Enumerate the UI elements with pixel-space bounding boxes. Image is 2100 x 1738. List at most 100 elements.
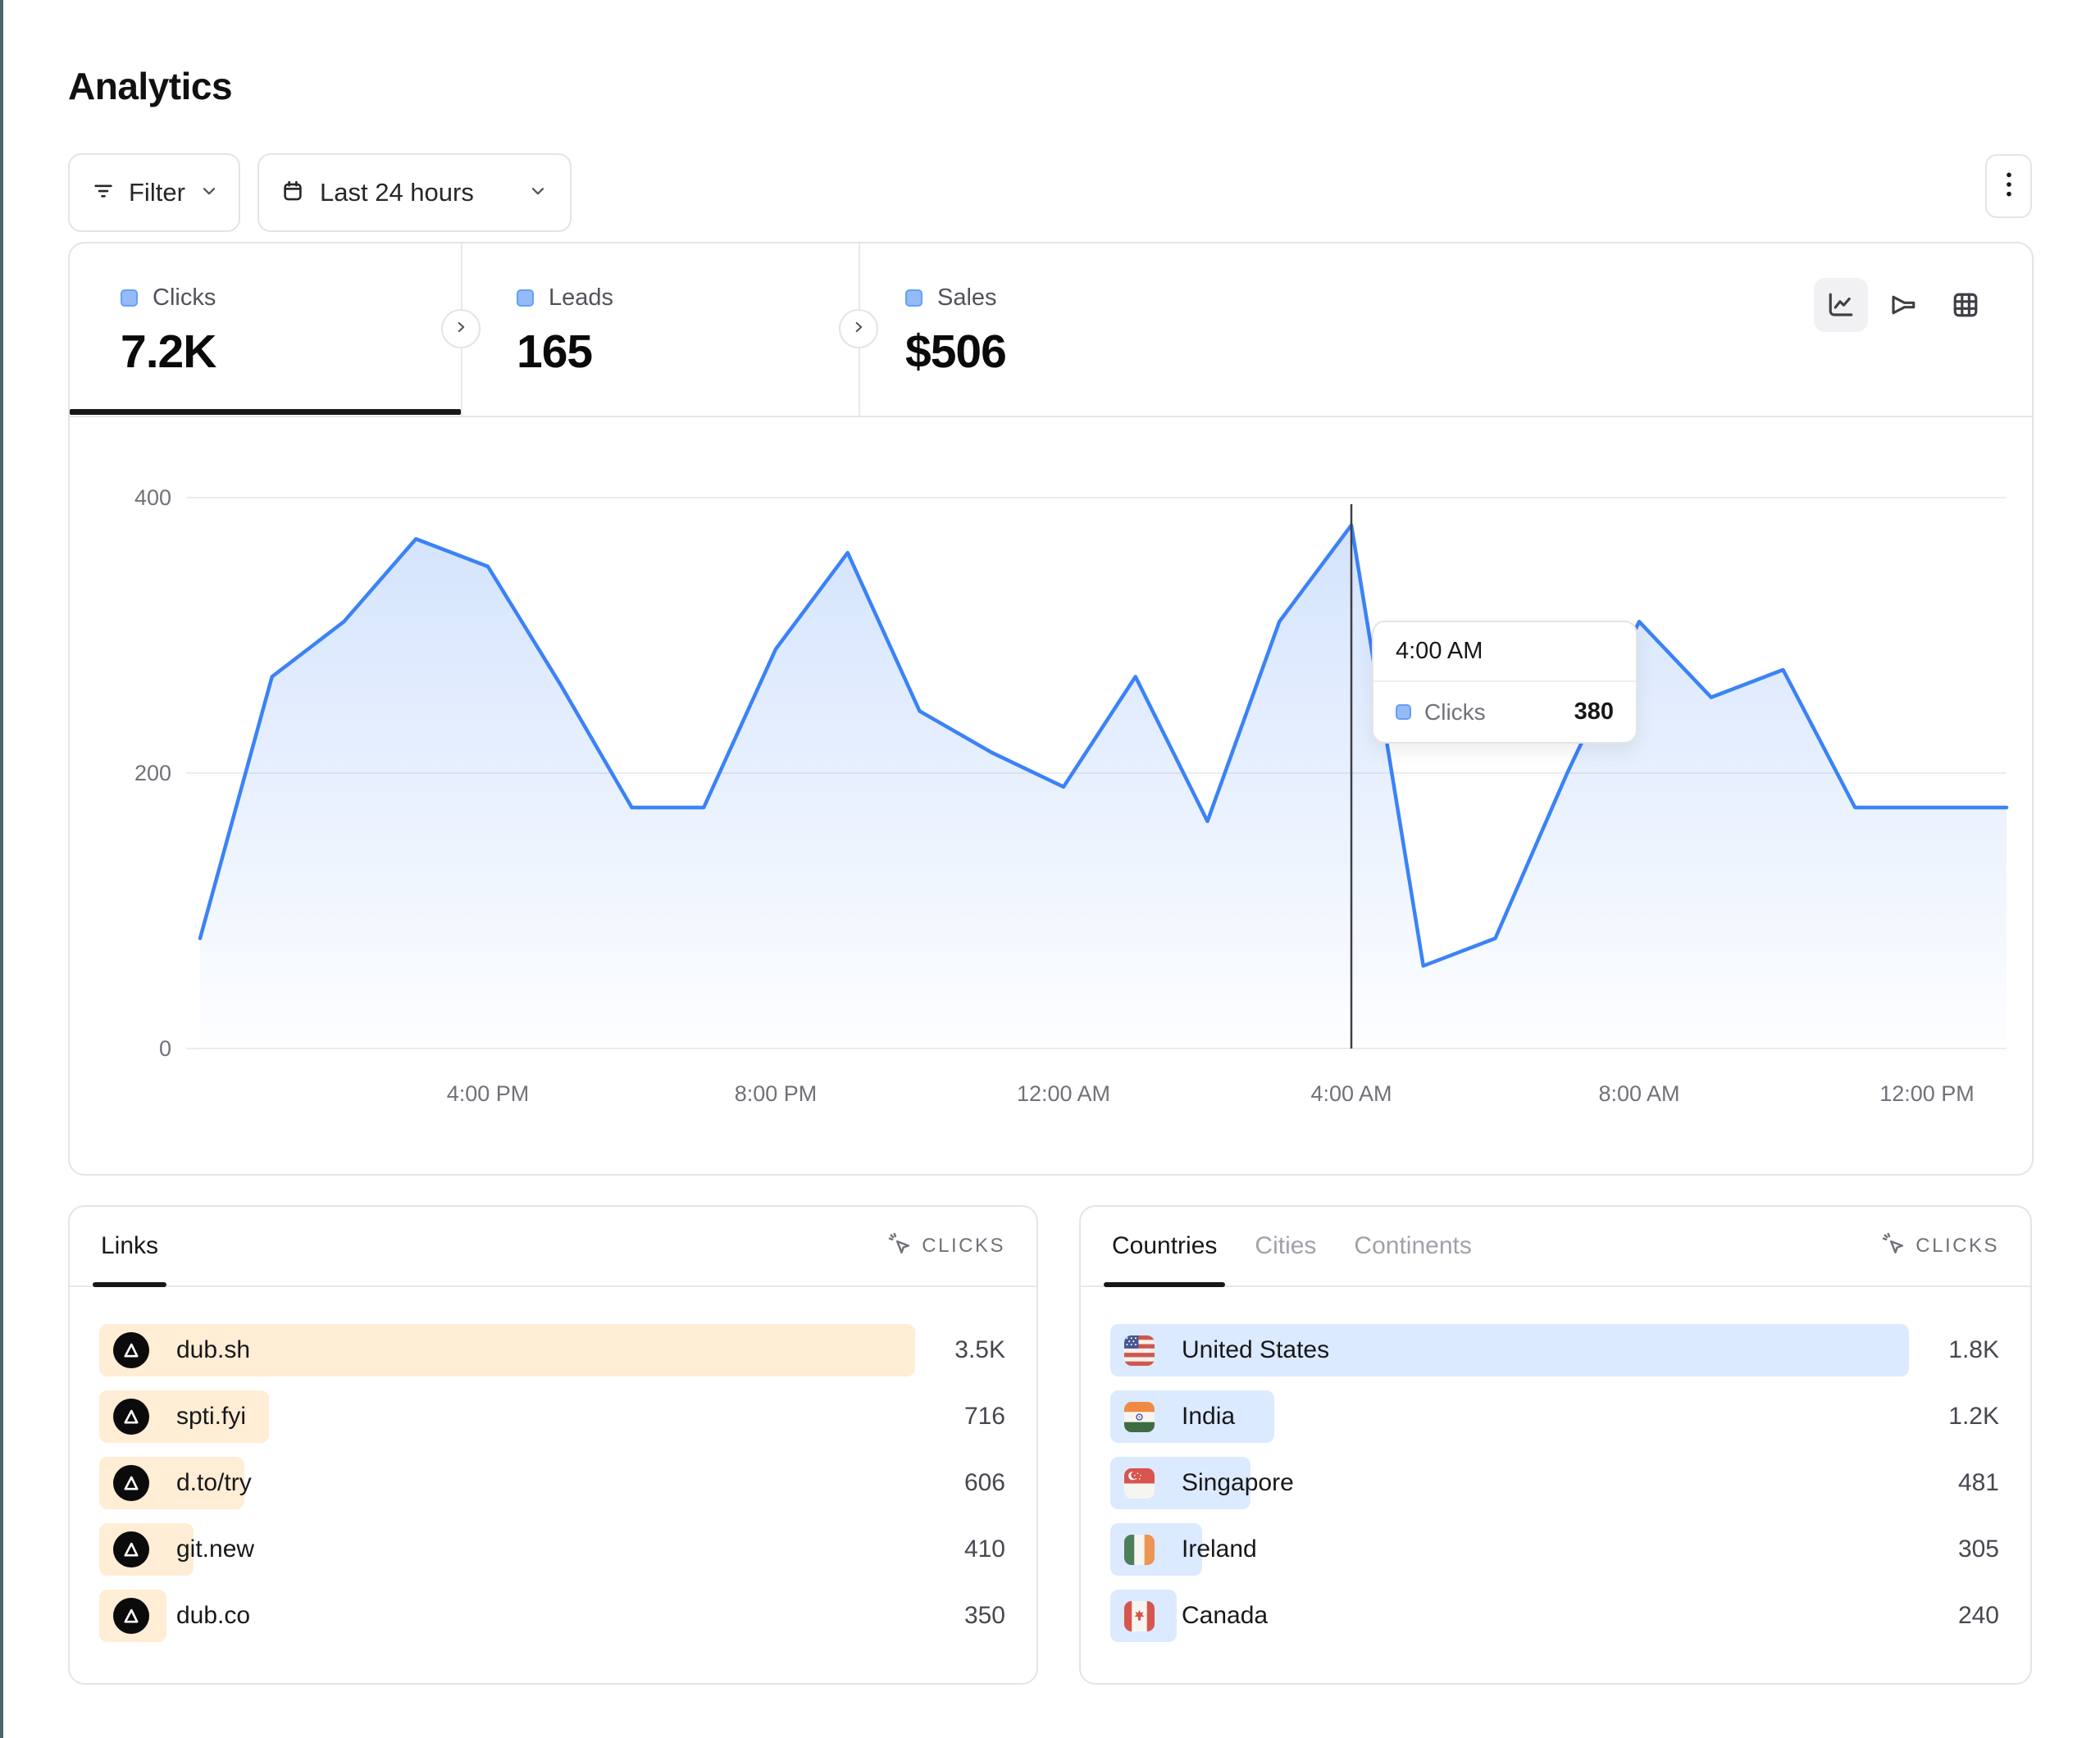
window-edge-strip: [0, 0, 3, 1738]
expand-clicks-button[interactable]: [441, 309, 481, 348]
row-value: 410: [963, 1536, 1005, 1563]
metric-label: CLICKS: [922, 1235, 1005, 1257]
tooltip-series-label: Clicks: [1424, 698, 1486, 725]
stat-label: Leads: [549, 284, 614, 311]
tab-leads[interactable]: Leads 165: [461, 243, 859, 416]
row-label: git.new: [176, 1536, 255, 1563]
tab-sales[interactable]: Sales $506: [859, 243, 1269, 416]
row-value: 240: [1957, 1602, 1999, 1629]
y-tick-label: 0: [159, 1036, 171, 1061]
metric-label: CLICKS: [1916, 1235, 1999, 1257]
analytics-card: Clicks 7.2K Leads 165: [68, 242, 2034, 1176]
row-label: d.to/try: [176, 1469, 252, 1496]
active-tab-underline: [70, 409, 461, 415]
cursor-click-icon: [887, 1231, 912, 1262]
tab-clicks[interactable]: Clicks 7.2K: [70, 243, 461, 416]
clicks-line: [198, 523, 2009, 968]
chevron-down-icon: [527, 180, 549, 206]
expand-leads-button[interactable]: [839, 309, 878, 348]
row-label: United States: [1182, 1336, 1330, 1363]
calendar-icon: [280, 179, 305, 207]
row-value: 1.2K: [1948, 1403, 1999, 1430]
sales-legend-swatch: [905, 289, 922, 307]
links-panel: Links CLICKS dub.sh 3.5K spti.fyi 716 d.to/t…: [68, 1205, 1038, 1685]
x-tick-label: 4:00 AM: [1310, 1081, 1392, 1106]
dub-logo-icon: [113, 1399, 149, 1435]
row-value: 1.8K: [1948, 1336, 1999, 1363]
cursor-click-icon: [1881, 1231, 1906, 1262]
row-value: 716: [963, 1403, 1005, 1430]
stat-label: Clicks: [153, 284, 216, 311]
row-value: 481: [1957, 1469, 1999, 1496]
filter-button[interactable]: Filter: [68, 153, 240, 232]
country-row[interactable]: United States 1.8K: [1110, 1324, 1999, 1376]
tab-cities[interactable]: Cities: [1255, 1232, 1317, 1259]
link-row[interactable]: d.to/try 606: [99, 1457, 1005, 1509]
row-label: Singapore: [1182, 1469, 1294, 1496]
geo-panel-header: Countries Cities Continents CLICKS: [1081, 1207, 2030, 1287]
tab-continents[interactable]: Continents: [1354, 1232, 1472, 1259]
more-options-button[interactable]: [1985, 154, 2032, 218]
filter-icon: [91, 179, 116, 207]
date-range-button[interactable]: Last 24 hours: [257, 153, 572, 232]
row-label: dub.co: [176, 1602, 251, 1629]
chevron-down-icon: [198, 180, 220, 206]
leads-legend-swatch: [517, 289, 534, 307]
chevron-right-icon: [452, 318, 470, 340]
stat-value: $506: [905, 325, 1007, 378]
chevron-right-icon: [850, 318, 868, 340]
row-label: Canada: [1182, 1602, 1269, 1629]
link-row[interactable]: dub.sh 3.5K: [99, 1324, 1005, 1376]
table-view-button[interactable]: [1938, 278, 1993, 332]
stat-value: 7.2K: [121, 325, 216, 378]
dub-logo-icon: [113, 1598, 149, 1634]
row-value: 3.5K: [954, 1336, 1005, 1363]
in-flag-icon: [1124, 1401, 1155, 1432]
links-metric-selector[interactable]: CLICKS: [887, 1231, 1005, 1262]
tooltip-time: 4:00 AM: [1373, 622, 1636, 682]
usage-bar: [1110, 1324, 1909, 1376]
date-range-label: Last 24 hours: [320, 178, 474, 207]
y-tick-label: 400: [134, 485, 171, 510]
row-value: 305: [1957, 1536, 1999, 1563]
geo-metric-selector[interactable]: CLICKS: [1881, 1231, 1999, 1262]
x-tick-label: 12:00 AM: [1017, 1081, 1110, 1106]
row-label: spti.fyi: [176, 1403, 247, 1430]
us-flag-icon: [1124, 1335, 1155, 1366]
tab-countries[interactable]: Countries: [1103, 1207, 1226, 1287]
funnel-view-button[interactable]: [1876, 278, 1930, 332]
tab-links[interactable]: Links: [92, 1207, 167, 1287]
row-label: India: [1182, 1403, 1236, 1430]
row-value: 606: [963, 1469, 1005, 1496]
link-row[interactable]: dub.co 350: [99, 1590, 1005, 1642]
stat-value: 165: [517, 325, 593, 378]
stats-separator: [70, 416, 2032, 417]
chart-view-switcher: [1814, 278, 1993, 332]
filter-button-label: Filter: [129, 178, 185, 207]
row-label: dub.sh: [176, 1336, 251, 1363]
kebab-menu-icon: [1998, 168, 2020, 205]
link-row[interactable]: spti.fyi 716: [99, 1390, 1005, 1443]
ca-flag-icon: [1124, 1600, 1155, 1631]
country-row[interactable]: India 1.2K: [1110, 1390, 1999, 1443]
link-row[interactable]: git.new 410: [99, 1523, 1005, 1576]
usage-bar: [99, 1324, 915, 1376]
country-row[interactable]: Ireland 305: [1110, 1523, 1999, 1576]
row-value: 350: [963, 1602, 1005, 1629]
country-row[interactable]: Canada 240: [1110, 1590, 1999, 1642]
ie-flag-icon: [1124, 1534, 1155, 1565]
country-row[interactable]: Singapore 481: [1110, 1457, 1999, 1509]
tooltip-value: 380: [1574, 698, 1614, 725]
x-tick-label: 12:00 PM: [1879, 1081, 1975, 1106]
line-chart-view-button[interactable]: [1814, 278, 1868, 332]
chart-tooltip: 4:00 AM Clicks 380: [1372, 621, 1638, 744]
x-tick-label: 8:00 AM: [1598, 1081, 1679, 1106]
x-tick-label: 4:00 PM: [447, 1081, 530, 1106]
tooltip-legend-swatch: [1396, 704, 1411, 720]
y-tick-label: 200: [134, 761, 171, 785]
page-title: Analytics: [68, 65, 233, 107]
clicks-area-chart[interactable]: 0 200 400 4:00 PM 8:00 PM 12:00 AM 4:00 AM 8:00…: [70, 243, 2035, 1177]
countries-list: United States 1.8K India 1.2K Singapore 481 Ir…: [1081, 1287, 2030, 1642]
stats-row: Clicks 7.2K Leads 165: [70, 243, 2032, 416]
